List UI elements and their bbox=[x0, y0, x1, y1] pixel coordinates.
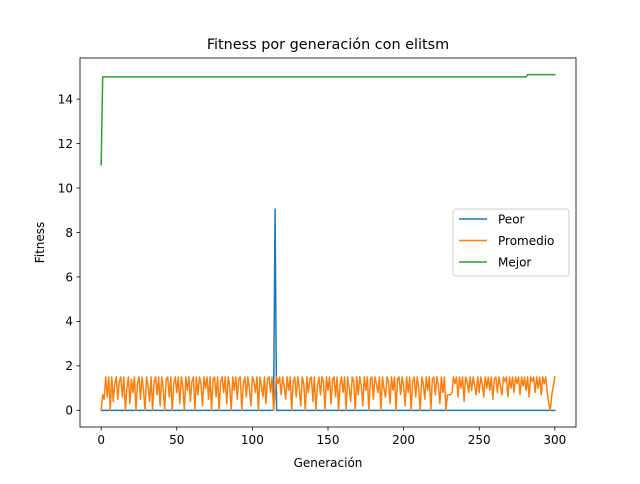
y-tick-label: 10 bbox=[58, 181, 73, 195]
series-line-mejor bbox=[100, 73, 556, 166]
y-tick-label: 4 bbox=[65, 315, 73, 329]
y-tick-label: 14 bbox=[58, 92, 73, 106]
y-tick-label: 0 bbox=[65, 404, 73, 418]
y-tick-label: 8 bbox=[65, 226, 73, 240]
x-tick-label: 200 bbox=[392, 433, 415, 447]
chart-title: Fitness por generación con elitsm bbox=[207, 37, 449, 53]
legend-label-promedio: Promedio bbox=[498, 234, 554, 248]
legend-label-peor: Peor bbox=[498, 212, 525, 226]
x-axis: 0 50 100 150 200 250 300 bbox=[97, 427, 566, 447]
x-tick-label: 100 bbox=[241, 433, 264, 447]
y-axis-label: Fitness bbox=[33, 222, 47, 264]
x-tick-label: 0 bbox=[97, 433, 105, 447]
y-tick-label: 6 bbox=[65, 270, 73, 284]
series-line-promedio bbox=[100, 376, 556, 412]
x-tick-label: 300 bbox=[543, 433, 566, 447]
x-axis-label: Generación bbox=[294, 456, 363, 470]
x-tick-label: 150 bbox=[317, 433, 340, 447]
y-tick-label: 12 bbox=[58, 137, 73, 151]
x-tick-label: 250 bbox=[468, 433, 491, 447]
legend-label-mejor: Mejor bbox=[498, 255, 531, 269]
y-tick-label: 2 bbox=[65, 359, 73, 373]
legend-box bbox=[452, 208, 570, 277]
series-layer bbox=[100, 73, 556, 412]
y-axis: 0 2 4 6 8 10 12 14 bbox=[58, 92, 80, 418]
legend: Peor Promedio Mejor bbox=[452, 208, 570, 277]
x-tick-label: 50 bbox=[169, 433, 184, 447]
